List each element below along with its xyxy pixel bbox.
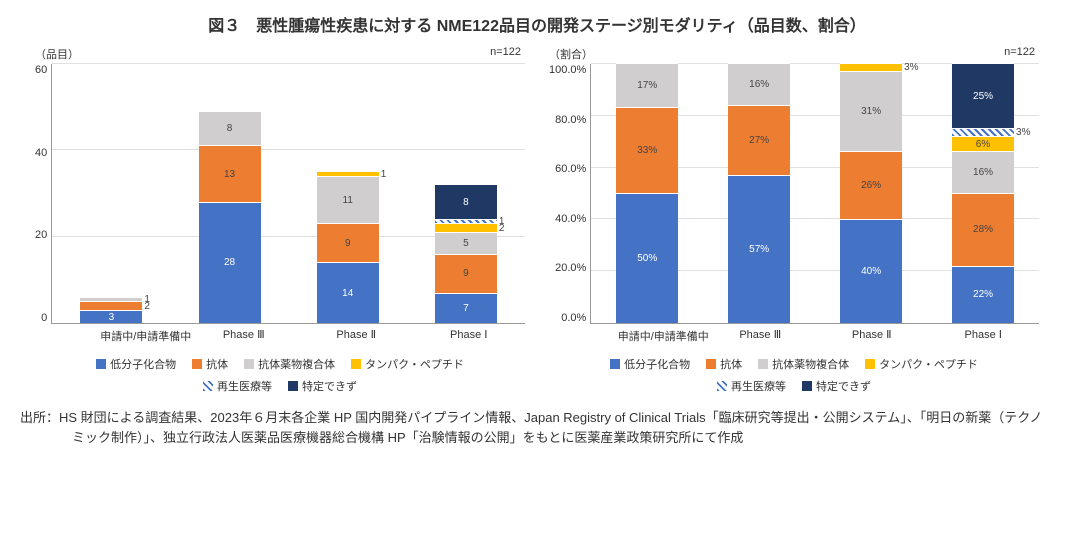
bar-seg-adc: 16% (728, 63, 790, 105)
right-chart: （割合） n=122 100.0%80.0%60.0%40.0%20.0%0.0… (549, 46, 1039, 394)
bar-seg-unknown: 8 (435, 184, 497, 219)
bar-seg-low_mol: 3 (80, 310, 142, 323)
bar-seg-adc: 16% (952, 151, 1014, 193)
right-xaxis: 申請中/申請準備中Phase ⅢPhase ⅡPhase Ⅰ (593, 328, 1039, 344)
bar-col: 57%27%16% (728, 63, 790, 323)
bar-seg-adc: 31% (840, 71, 902, 152)
legend-item-adc: 抗体薬物複合体 (758, 356, 849, 372)
legend-swatch (96, 359, 106, 369)
bar-seg-antibody: 13 (199, 145, 261, 201)
legend-swatch (351, 359, 361, 369)
legend-item-antibody: 抗体 (706, 356, 742, 372)
bar-col: 28138 (199, 111, 261, 323)
bar-seg-antibody: 28% (952, 193, 1014, 266)
legend-item-low_mol: 低分子化合物 (96, 356, 176, 372)
bar-seg-low_mol: 50% (616, 193, 678, 323)
bar-seg-antibody: 33% (616, 107, 678, 193)
legend-swatch (288, 381, 298, 391)
bar-col: 40%26%31%3% (840, 63, 902, 323)
bar-seg-adc: 17% (616, 63, 678, 107)
legend-swatch (203, 381, 213, 391)
bar-seg-antibody: 2 (80, 301, 142, 310)
legend-item-peptide: タンパク・ペプチド (865, 356, 978, 372)
bar-seg-adc: 1 (80, 297, 142, 301)
legend-item-regen: 再生医療等 (203, 378, 272, 394)
bar-seg-antibody: 26% (840, 151, 902, 219)
bar-col: 795218 (435, 184, 497, 323)
legend-swatch (244, 359, 254, 369)
left-xaxis: 申請中/申請準備中Phase ⅢPhase ⅡPhase Ⅰ (75, 328, 525, 344)
bar-seg-low_mol: 28 (199, 202, 261, 323)
bar-seg-low_mol: 7 (435, 293, 497, 323)
bar-seg-antibody: 27% (728, 105, 790, 175)
left-chart: （品目） n=122 6040200 32128138149111795218 … (35, 46, 525, 394)
bar-seg-peptide: 2 (435, 223, 497, 232)
legend-item-antibody: 抗体 (192, 356, 228, 372)
legend-item-unknown: 特定できず (802, 378, 871, 394)
legend-swatch (802, 381, 812, 391)
bar-seg-low_mol: 14 (317, 262, 379, 323)
bar-col: 50%33%17% (616, 63, 678, 323)
bar-seg-adc: 11 (317, 176, 379, 224)
left-plot: 32128138149111795218 (51, 64, 525, 324)
legend-swatch (758, 359, 768, 369)
bar-seg-antibody: 9 (435, 254, 497, 293)
bar-seg-low_mol: 22% (952, 266, 1014, 323)
right-plot: 50%33%17%57%27%16%40%26%31%3%22%28%16%6%… (590, 64, 1039, 324)
source-note: 出所：HS 財団による調査結果、2023年６月末各企業 HP 国内開発パイプライ… (20, 408, 1054, 447)
yaxis-title-left: （品目） (35, 46, 525, 62)
yaxis-title-right: （割合） (549, 46, 1039, 62)
legend-item-low_mol: 低分子化合物 (610, 356, 690, 372)
bar-seg-adc: 8 (199, 111, 261, 146)
legend-swatch (610, 359, 620, 369)
bar-seg-antibody: 9 (317, 223, 379, 262)
right-legend: 低分子化合物抗体抗体薬物複合体タンパク・ペプチド再生医療等特定できず (549, 356, 1039, 394)
legend-item-regen: 再生医療等 (717, 378, 786, 394)
bar-seg-unknown: 25% (952, 63, 1014, 128)
bar-seg-regen: 3% (952, 128, 1014, 136)
bar-col: 321 (80, 297, 142, 323)
bar-seg-regen: 1 (435, 219, 497, 223)
left-yaxis: 6040200 (35, 64, 51, 324)
bar-seg-low_mol: 40% (840, 219, 902, 323)
legend-swatch (192, 359, 202, 369)
bar-seg-low_mol: 57% (728, 175, 790, 323)
n-label-left: n=122 (490, 46, 521, 58)
bar-seg-adc: 5 (435, 232, 497, 254)
left-legend: 低分子化合物抗体抗体薬物複合体タンパク・ペプチド再生医療等特定できず (35, 356, 525, 394)
bar-col: 22%28%16%6%3%25% (952, 63, 1014, 323)
legend-item-peptide: タンパク・ペプチド (351, 356, 464, 372)
chart-title: 図３ 悪性腫瘍性疾患に対する NME122品目の開発ステージ別モダリティ（品目数… (20, 12, 1054, 36)
legend-item-adc: 抗体薬物複合体 (244, 356, 335, 372)
n-label-right: n=122 (1004, 46, 1035, 58)
legend-item-unknown: 特定できず (288, 378, 357, 394)
legend-swatch (706, 359, 716, 369)
bar-col: 149111 (317, 171, 379, 323)
legend-swatch (865, 359, 875, 369)
charts-row: （品目） n=122 6040200 32128138149111795218 … (20, 46, 1054, 394)
bar-seg-peptide: 3% (840, 63, 902, 71)
bar-seg-peptide: 1 (317, 171, 379, 175)
bar-seg-peptide: 6% (952, 136, 1014, 152)
right-yaxis: 100.0%80.0%60.0%40.0%20.0%0.0% (549, 64, 590, 324)
legend-swatch (717, 381, 727, 391)
